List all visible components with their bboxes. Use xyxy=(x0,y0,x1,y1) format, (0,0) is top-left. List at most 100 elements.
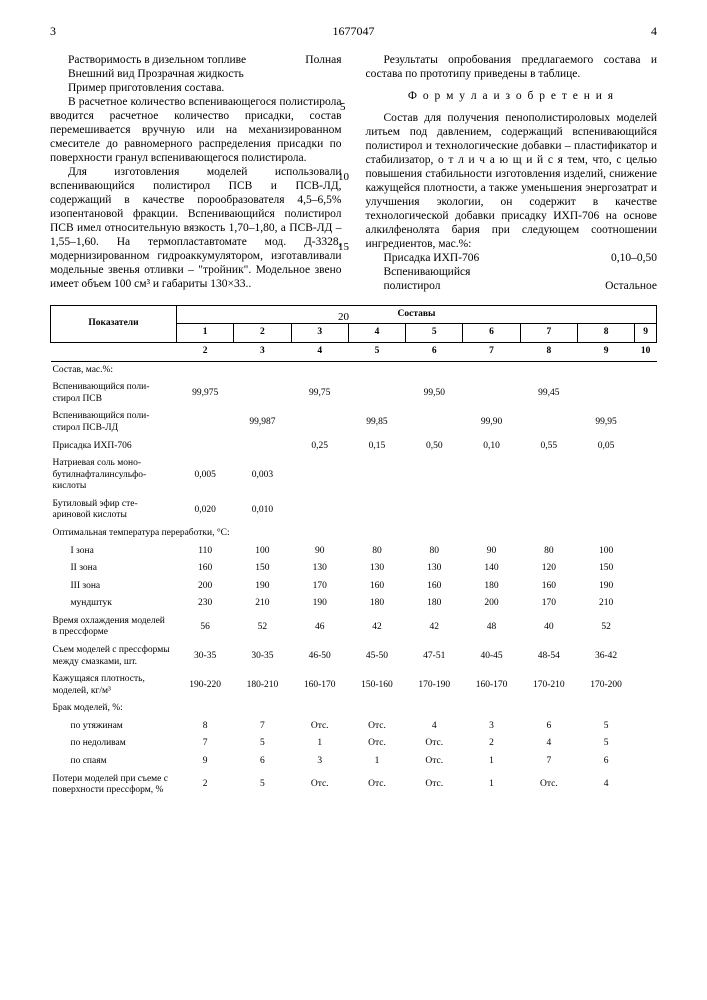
cell xyxy=(348,379,405,408)
row-head: Потери моделей при съеме с поверхности п… xyxy=(51,771,177,800)
cell: 36-42 xyxy=(577,642,634,671)
cell: 200 xyxy=(463,595,520,613)
row-head: по утяжинам xyxy=(51,718,177,736)
data-table: Показатели Составы 123456789 2345678910 … xyxy=(50,305,657,800)
cell: 180-210 xyxy=(234,671,291,700)
section-row: Оптимальная темпера­тура переработки, °С… xyxy=(51,525,657,543)
cell: 40 xyxy=(520,613,577,642)
table-row: по спаям9631Отс.176 xyxy=(51,753,657,771)
table-row: Натриевая соль моно­бутилнафталинсульфо­… xyxy=(51,455,657,496)
cell: 140 xyxy=(463,560,520,578)
table-row: Присадка ИХП-7060,250,150,500,100,550,05 xyxy=(51,438,657,456)
cell: 48-54 xyxy=(520,642,577,671)
cell: 0,50 xyxy=(406,438,463,456)
row-head: Время охлаждения моделей в прессфор­ме xyxy=(51,613,177,642)
cell: 1 xyxy=(463,771,520,800)
cell: 46 xyxy=(291,613,348,642)
table-row: мундштук230210190180180200170210 xyxy=(51,595,657,613)
cell xyxy=(635,408,657,437)
cell: 180 xyxy=(348,595,405,613)
row-head: I зона xyxy=(51,543,177,561)
cell xyxy=(635,595,657,613)
cell: 160 xyxy=(406,578,463,596)
cell xyxy=(635,379,657,408)
cell: 42 xyxy=(348,613,405,642)
cell: 80 xyxy=(406,543,463,561)
cell: 47-51 xyxy=(406,642,463,671)
row-head: Кажущаяся плот­ность, моделей, кг/м³ xyxy=(51,671,177,700)
cell: 7 xyxy=(177,735,234,753)
cell: 180 xyxy=(406,595,463,613)
table-row: Вспенивающийся поли­стирол ПСВ99,97599,7… xyxy=(51,379,657,408)
ingredient-row-2a: Вспенивающийся xyxy=(366,265,658,279)
ingredient-row-1: Присадка ИХП-706 0,10–0,50 xyxy=(366,251,658,265)
table-row: Потери моделей при съеме с поверхности п… xyxy=(51,771,657,800)
cell xyxy=(291,408,348,437)
cell: 190-220 xyxy=(177,671,234,700)
row-head: Вспенивающийся поли­стирол ПСВ-ЛД xyxy=(51,408,177,437)
table-row: II зона160150130130130140120150 xyxy=(51,560,657,578)
cell: 150-160 xyxy=(348,671,405,700)
cell: 0,15 xyxy=(348,438,405,456)
cell: 0,25 xyxy=(291,438,348,456)
cell: Отс. xyxy=(348,735,405,753)
cell: 170-190 xyxy=(406,671,463,700)
cell xyxy=(635,671,657,700)
cell xyxy=(463,496,520,525)
cell: 56 xyxy=(177,613,234,642)
table-row: Время охлаждения моделей в прессфор­ме56… xyxy=(51,613,657,642)
two-column-text: Растворимость в дизельном топливе Полная… xyxy=(50,53,657,293)
cell: 99,75 xyxy=(291,379,348,408)
cell: 200 xyxy=(177,578,234,596)
solubility-row: Растворимость в дизельном топливе Полная xyxy=(50,53,342,67)
cell: Отс. xyxy=(348,718,405,736)
cell: 1 xyxy=(463,753,520,771)
cell: Отс. xyxy=(291,771,348,800)
cell xyxy=(635,613,657,642)
cell: 8 xyxy=(177,718,234,736)
cell: Отс. xyxy=(291,718,348,736)
cell: Отс. xyxy=(348,771,405,800)
cell xyxy=(635,455,657,496)
cell xyxy=(635,771,657,800)
row-head: III зона xyxy=(51,578,177,596)
cell: 1 xyxy=(348,753,405,771)
cell: 99,90 xyxy=(463,408,520,437)
cell: 120 xyxy=(520,560,577,578)
cell: 6 xyxy=(577,753,634,771)
cell: 4 xyxy=(577,771,634,800)
section-row: Состав, мас.%: xyxy=(51,361,657,379)
cell xyxy=(577,455,634,496)
cell xyxy=(577,496,634,525)
cell: 100 xyxy=(234,543,291,561)
solubility-label: Растворимость в дизельном топливе xyxy=(50,53,305,67)
cell xyxy=(291,455,348,496)
cell: 1 xyxy=(291,735,348,753)
cell: 130 xyxy=(406,560,463,578)
cell: 150 xyxy=(577,560,634,578)
cell xyxy=(406,455,463,496)
cell: Отс. xyxy=(406,735,463,753)
cell: 99,50 xyxy=(406,379,463,408)
cell: 210 xyxy=(234,595,291,613)
cell: 160 xyxy=(520,578,577,596)
row-head: Натриевая соль моно­бутилнафталинсульфо­… xyxy=(51,455,177,496)
row-head: Присадка ИХП-706 xyxy=(51,438,177,456)
cell: 6 xyxy=(520,718,577,736)
cell: 0,003 xyxy=(234,455,291,496)
table-row: Бутиловый эфир сте­ариновой кислоты0,020… xyxy=(51,496,657,525)
page-header: 3 1677047 4 xyxy=(50,24,657,39)
left-p1: В расчетное количество вспенивающегося п… xyxy=(50,95,342,165)
cell: 52 xyxy=(577,613,634,642)
cell: 160-170 xyxy=(291,671,348,700)
cell: 7 xyxy=(520,753,577,771)
cell xyxy=(234,438,291,456)
cell: 40-45 xyxy=(463,642,520,671)
formula-title: Ф о р м у л а и з о б р е т е н и я xyxy=(366,89,658,103)
row-head: Съем моделей с пресс­формы между смазкам… xyxy=(51,642,177,671)
patent-number: 1677047 xyxy=(333,24,375,39)
cell: 99,987 xyxy=(234,408,291,437)
table-row: I зона1101009080809080100 xyxy=(51,543,657,561)
cell xyxy=(635,496,657,525)
cell: 0,010 xyxy=(234,496,291,525)
